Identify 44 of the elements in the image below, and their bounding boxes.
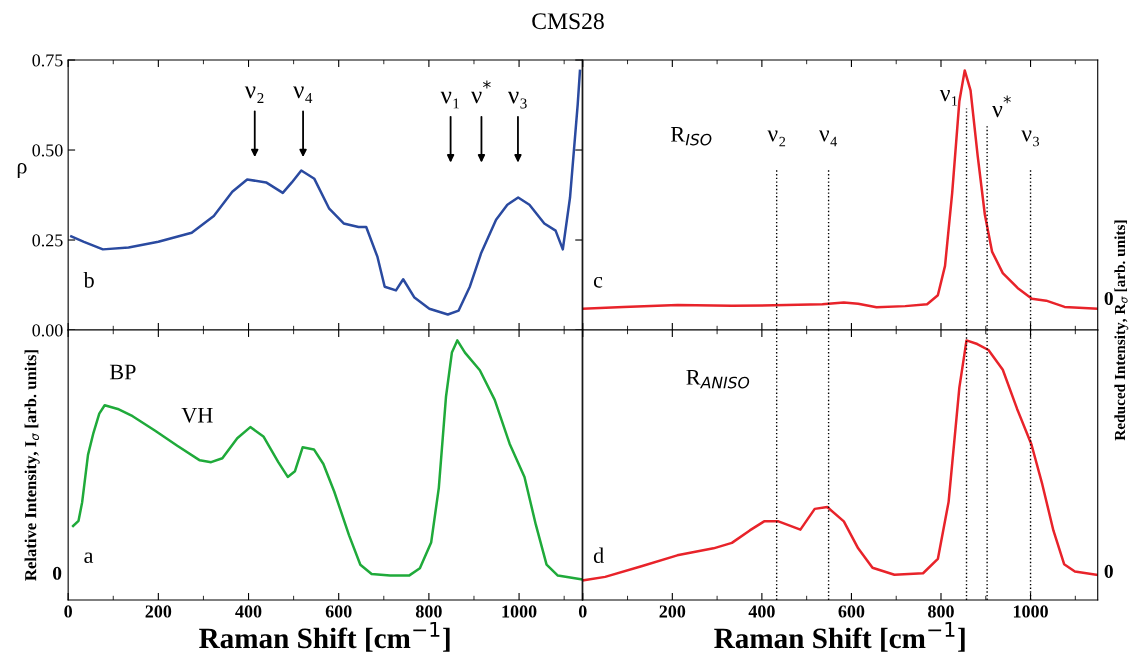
text: 0 xyxy=(1104,291,1113,305)
y-tick-label: 0.25 xyxy=(32,234,63,247)
annotation: d xyxy=(593,547,604,564)
x-tick-label: 200 xyxy=(145,605,172,618)
text: 0 xyxy=(1104,564,1113,578)
x-tick-label: 800 xyxy=(928,605,954,618)
chart-title: CMS28 xyxy=(532,13,604,30)
x-tick-label: 600 xyxy=(325,605,352,618)
annotation: ν₄ xyxy=(819,130,838,147)
annotation: ν₂ xyxy=(767,130,786,147)
annotation: ν₃ xyxy=(508,91,527,109)
annotation: ν₁ xyxy=(440,91,459,109)
annotation: ν₁ xyxy=(939,90,958,106)
x-tick-label: 600 xyxy=(838,605,865,618)
annotation: R$_{ISO}$ xyxy=(670,127,712,146)
annotation: R$_{ANISO}$ xyxy=(686,370,750,389)
y-axis-title: Reduced Intensity, R$_{σ}$ [arb. units] xyxy=(1114,220,1129,441)
x-tick-label: 800 xyxy=(415,605,442,618)
annotation: c xyxy=(593,277,603,288)
x-tick-label: 1000 xyxy=(1013,605,1048,618)
annotation: ν₃ xyxy=(1021,130,1040,147)
x-tick-label: 200 xyxy=(659,605,686,618)
annotation: b xyxy=(83,272,94,288)
y-axis-title: ρ xyxy=(17,162,27,179)
text: 0 xyxy=(53,566,62,580)
y-tick-label: 0.00 xyxy=(32,324,63,337)
annotation: BP xyxy=(109,364,136,380)
y-tick-label: 0.50 xyxy=(32,144,63,157)
annotation: a xyxy=(84,552,94,564)
x-tick-label: 400 xyxy=(748,605,775,618)
x-tick-label: 1000 xyxy=(502,605,537,618)
x-tick-label: 400 xyxy=(235,605,262,618)
x-axis-title: Raman Shift [cm$^{−1}$] xyxy=(199,621,450,652)
annotation: ν₂ xyxy=(244,86,264,103)
x-tick-label: 0 xyxy=(578,605,587,618)
line-series xyxy=(70,69,582,316)
annotation: ν$^{*}$ xyxy=(471,80,491,104)
annotation: ν$^{*}$ xyxy=(992,95,1011,118)
x-axis-title: Raman Shift [cm$^{−1}$] xyxy=(714,621,965,652)
y-tick-label: 0.75 xyxy=(32,54,63,67)
y-axis-title: Relative Intensity, I$_{σ}$ [arb. units] xyxy=(24,350,40,581)
x-tick-label: 0 xyxy=(64,605,72,618)
annotation: VH xyxy=(181,407,213,423)
annotation: ν₄ xyxy=(293,86,313,103)
